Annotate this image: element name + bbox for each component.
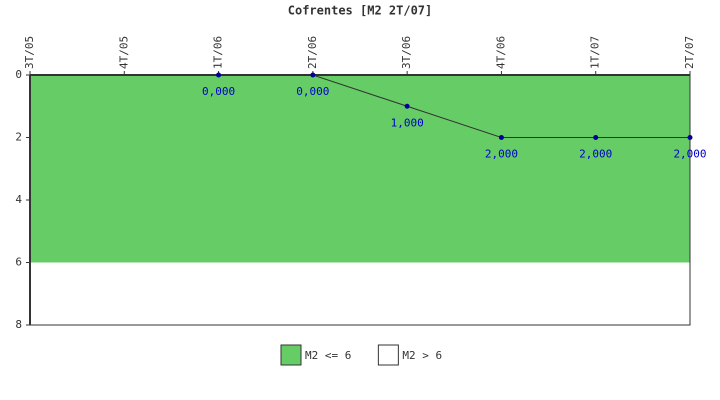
legend-label: M2 > 6: [402, 349, 442, 362]
legend-label: M2 <= 6: [305, 349, 351, 362]
x-tick-label: 3T/06: [400, 36, 413, 69]
value-label: 0,000: [296, 85, 329, 98]
series-line: [218, 74, 690, 138]
x-tick-label: 2T/07: [683, 36, 696, 69]
x-tick-label: 1T/06: [212, 36, 225, 69]
value-label: 0,000: [202, 85, 235, 98]
chart-title: Cofrentes [M2 2T/07]: [288, 4, 433, 18]
x-tick-label: 1T/07: [589, 36, 602, 69]
y-tick-label: 0: [15, 68, 22, 81]
point: [498, 135, 504, 140]
point: [404, 103, 410, 109]
x-tick-label: 3T/05: [23, 36, 36, 69]
legend-swatch: [377, 344, 399, 366]
value-label: 1,000: [391, 116, 424, 129]
y-tick-label: 8: [15, 318, 22, 331]
value-label: 2,000: [579, 148, 612, 161]
value-label: 2,000: [485, 148, 518, 161]
point: [310, 72, 316, 78]
x-tick-label: 4T/06: [494, 36, 507, 69]
y-tick-label: 4: [15, 193, 22, 206]
legend-swatch: [280, 344, 302, 366]
y-tick-label: 6: [15, 256, 22, 269]
point: [593, 135, 599, 140]
y-tick-label: 2: [15, 131, 22, 144]
band: [30, 75, 690, 263]
x-tick-label: 2T/06: [306, 36, 319, 69]
point: [216, 72, 222, 78]
band: [30, 262, 690, 325]
point: [687, 135, 693, 140]
value-label: 2,000: [673, 148, 706, 161]
x-tick-label: 4T/05: [117, 36, 130, 69]
